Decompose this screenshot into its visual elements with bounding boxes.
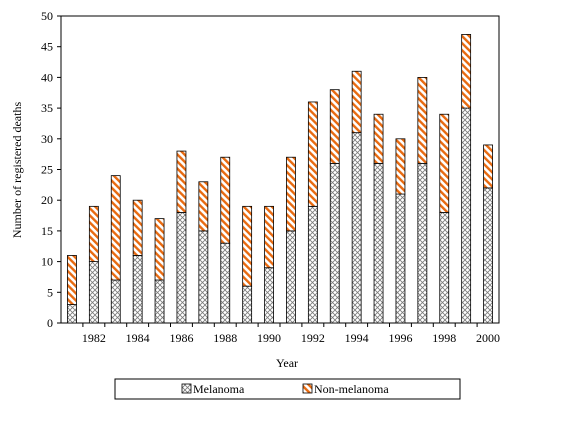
non-melanoma-bar [88,205,99,262]
non-melanoma-bar [329,89,340,164]
non-melanoma-bar [264,205,274,269]
melanoma-bar [373,162,384,324]
non-melanoma-bar [395,138,406,195]
x-tick-label: 1998 [432,331,456,345]
x-tick-label: 1996 [388,331,412,345]
y-tick-label: 45 [41,40,53,54]
non-melanoma-bar [198,181,209,232]
melanoma-bar [329,162,340,324]
melanoma-bar [439,212,450,324]
melanoma-bar [132,255,143,324]
non-melanoma-bar [110,175,121,281]
y-tick-label: 35 [41,101,53,115]
melanoma-bar [395,193,406,324]
melanoma-bar [242,285,253,324]
x-axis-title: Year [276,356,298,370]
y-tick-label: 25 [41,163,53,177]
melanoma-bar [461,107,472,324]
non-melanoma-bar [242,205,253,287]
non-melanoma-bar [373,113,384,164]
melanoma-legend-swatch [181,383,192,394]
melanoma-bar [198,230,209,324]
non-melanoma-bar [67,255,77,305]
melanoma-bar [67,304,77,324]
legend-label: Non-melanoma [314,382,389,396]
legend: Melanoma Non-melanoma [114,378,461,400]
melanoma-bar [286,230,296,324]
non-melanoma-bar [220,156,231,244]
x-tick-label: 1990 [257,331,281,345]
y-tick-label: 0 [47,316,53,330]
legend-box [114,378,461,400]
non-melanoma-bar [483,144,493,189]
non-melanoma-bar [307,101,318,207]
melanoma-bar [110,279,121,324]
x-tick-label: 1986 [169,331,193,345]
x-tick-label: 1988 [213,331,237,345]
melanoma-bar [154,279,165,324]
non-melanoma-bar [439,113,450,213]
y-tick-label: 5 [47,285,53,299]
melanoma-bar [307,205,318,324]
y-tick-label: 40 [41,70,53,84]
x-tick-label: 1984 [126,331,150,345]
y-axis-title: Number of registered deaths [10,102,24,239]
non-melanoma-legend-swatch [302,383,313,394]
non-melanoma-bar [461,34,472,109]
melanoma-bar [220,242,231,324]
non-melanoma-bar [176,150,187,213]
x-tick-label: 2000 [476,331,500,345]
x-tick-label: 1992 [301,331,325,345]
plot-frame [60,15,500,324]
y-tick-label: 10 [41,255,53,269]
melanoma-bar [417,162,428,324]
melanoma-bar [351,132,362,324]
y-tick-label: 30 [41,132,53,146]
x-tick-label: 1982 [82,331,106,345]
legend-label: Melanoma [193,382,245,396]
non-melanoma-bar [351,70,362,134]
non-melanoma-bar [286,156,296,232]
y-tick-label: 20 [41,193,53,207]
x-tick-label: 1994 [345,331,369,345]
melanoma-bar [176,212,187,324]
melanoma-bar [264,267,274,324]
non-melanoma-bar [154,218,165,281]
y-tick-label: 50 [41,9,53,23]
non-melanoma-bar [132,199,143,256]
melanoma-bar [483,187,493,324]
non-melanoma-bar [417,77,428,164]
melanoma-bar [88,261,99,324]
y-tick-label: 15 [41,224,53,238]
